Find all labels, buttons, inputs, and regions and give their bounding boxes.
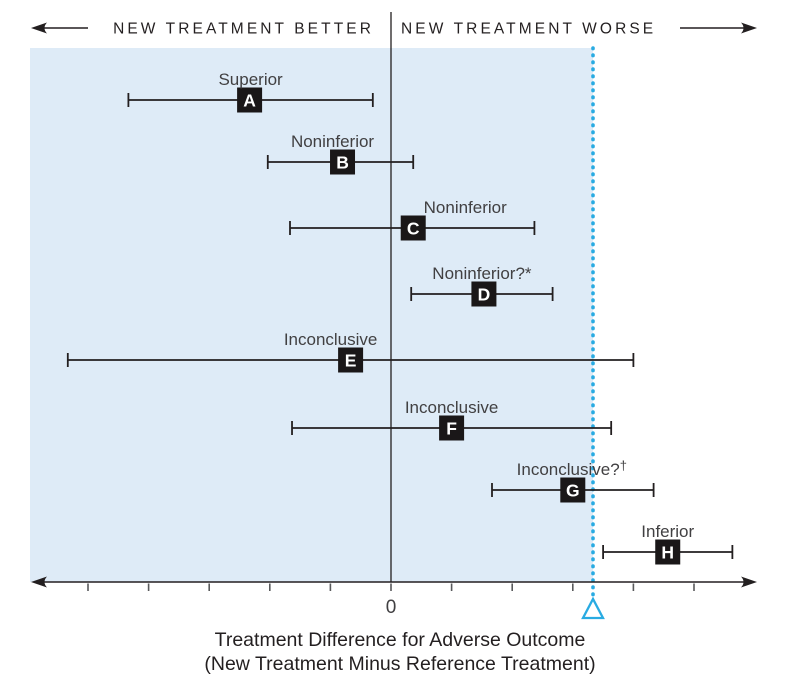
study-marker-D: [471, 281, 497, 307]
study-marker-B: [330, 149, 356, 175]
marker-letter-D: D: [478, 284, 491, 304]
study-marker-F: [439, 415, 465, 441]
verdict-label-B: Noninferior: [291, 132, 374, 151]
marker-letter-E: E: [345, 350, 357, 370]
marker-letter-G: G: [566, 480, 580, 500]
caption-line-1: Treatment Difference for Adverse Outcome: [215, 629, 586, 651]
marker-letter-F: F: [446, 418, 457, 438]
verdict-label-F: Inconclusive: [405, 398, 499, 417]
verdict-label-H: Inferior: [641, 522, 694, 541]
axis-right-arrow-icon: [741, 576, 757, 588]
verdict-label-G: Inconclusive?†: [517, 458, 627, 479]
header-left-label: NEW TREATMENT BETTER: [113, 21, 374, 38]
direction-header: NEW TREATMENT BETTER NEW TREATMENT WORSE: [31, 21, 757, 38]
study-marker-A: [237, 87, 263, 113]
verdict-label-D: Noninferior?*: [432, 264, 532, 283]
study-marker-C: [400, 215, 426, 241]
noninferiority-shaded-region: [30, 48, 593, 582]
verdict-label-A: Superior: [218, 70, 283, 89]
verdict-label-C: Noninferior: [424, 198, 507, 217]
marker-letter-A: A: [243, 90, 256, 110]
axis-zero-label: 0: [386, 597, 397, 618]
marker-letter-C: C: [407, 218, 420, 238]
x-axis: 0: [31, 576, 757, 620]
study-marker-E: [338, 347, 364, 373]
header-right-label: NEW TREATMENT WORSE: [401, 21, 656, 38]
confidence-interval-rows: ASuperiorBNoninferiorCNoninferiorDNoninf…: [66, 70, 734, 565]
axis-left-arrow-icon: [31, 576, 47, 588]
verdict-label-E: Inconclusive: [284, 330, 378, 349]
study-marker-H: [655, 539, 681, 565]
left-arrow-icon: [31, 22, 47, 34]
delta-symbol-icon: [581, 596, 605, 620]
study-marker-G: [560, 477, 586, 503]
marker-letter-H: H: [661, 542, 674, 562]
caption-line-2: (New Treatment Minus Reference Treatment…: [204, 653, 595, 675]
marker-letter-B: B: [336, 152, 349, 172]
right-arrow-icon: [741, 22, 757, 34]
x-axis-ticks: [87, 583, 695, 591]
